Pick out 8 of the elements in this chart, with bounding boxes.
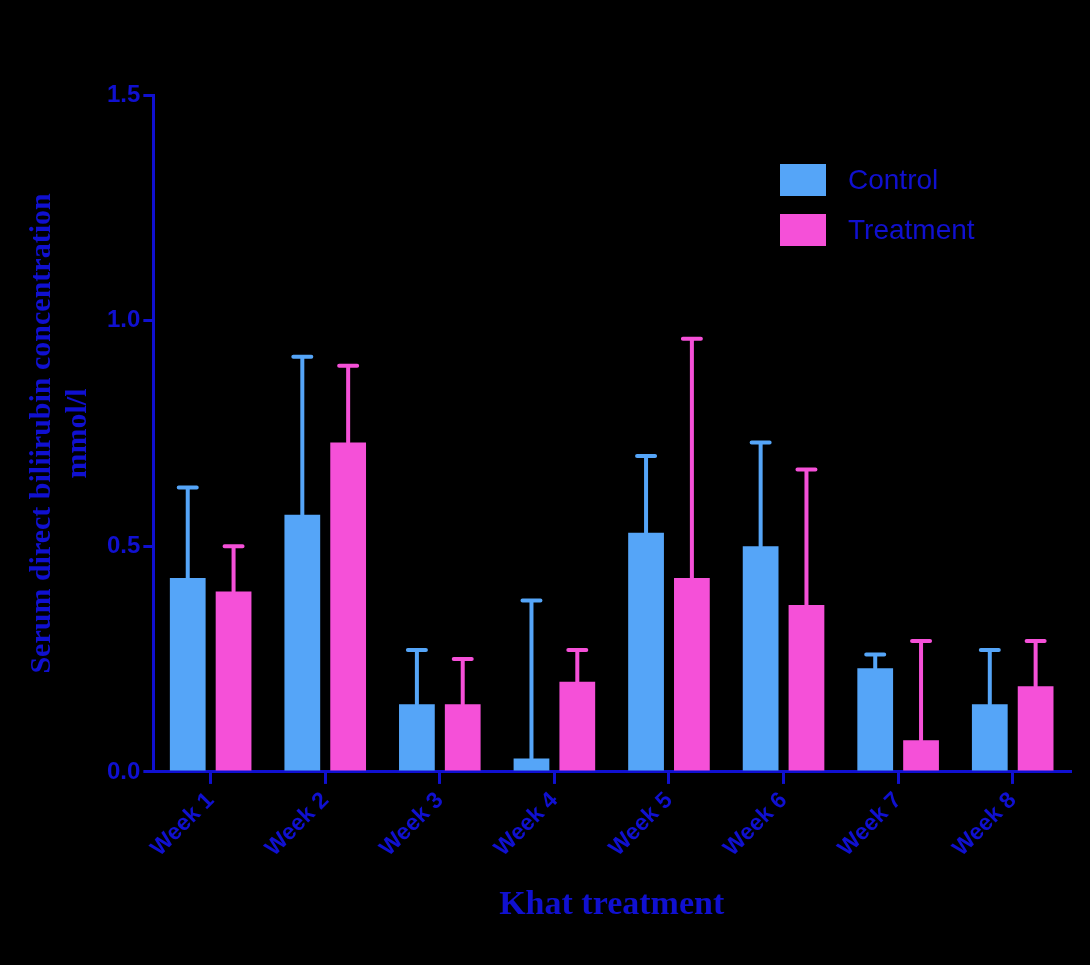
y-tick-label: 0.0 — [106, 756, 141, 784]
y-tick-label: 0.5 — [106, 530, 141, 558]
y-tick-label: 1.0 — [106, 305, 141, 333]
x-axis-title: Khat treatment — [499, 884, 725, 922]
legend-label: Control — [848, 163, 939, 195]
y-tick-label: 1.5 — [106, 79, 141, 107]
legend-label: Treatment — [848, 213, 975, 245]
y-axis-title: Serum direct biliirubin concentration mmol/l — [22, 193, 92, 674]
